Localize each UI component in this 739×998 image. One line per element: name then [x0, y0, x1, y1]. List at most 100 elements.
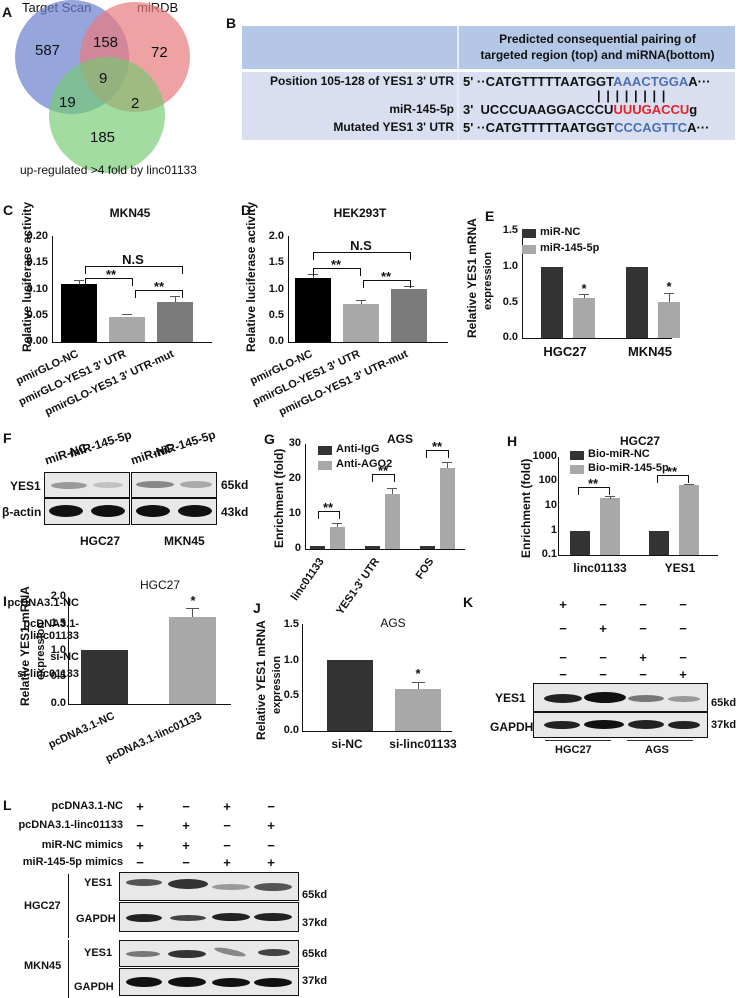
- chart-j-title: AGS: [380, 616, 406, 630]
- ytick: 0.5: [268, 309, 284, 321]
- chart-i-xaxis: [68, 704, 231, 705]
- chart-c-plot: N.S ** **: [53, 236, 213, 342]
- size-marker: 65kd: [711, 697, 737, 709]
- mark: −: [599, 667, 607, 682]
- sig-star: **: [431, 439, 443, 454]
- mark: −: [267, 799, 275, 814]
- legend-swatch-bio-nc: [570, 451, 584, 460]
- legend-swatch-bio-145: [570, 465, 584, 474]
- xlabel: FOS: [414, 556, 437, 582]
- ytick: 0.0: [268, 335, 284, 347]
- sequence-table-body: Position 105-128 of YES1 3' UTR 5' ··CAT…: [242, 72, 735, 140]
- mark: −: [223, 838, 231, 853]
- chart-c-title: MKN45: [109, 206, 151, 220]
- blot-row-label: YES1: [84, 947, 113, 959]
- mark: −: [679, 597, 687, 612]
- mark: −: [559, 650, 567, 665]
- sig-star: **: [153, 279, 165, 294]
- chart-e-plot: * *: [523, 231, 680, 338]
- chart-e-ylabel-1: Relative YES1 mRNA: [465, 218, 479, 338]
- ytick: 0.5: [50, 670, 66, 682]
- mark: +: [267, 855, 275, 870]
- bar-pcdna-linc: [169, 617, 216, 704]
- bar: [600, 498, 620, 555]
- sig-ns: N.S: [122, 252, 144, 267]
- mark: +: [559, 597, 567, 612]
- chart-j-ylabel-1: Relative YES1 mRNA: [254, 620, 268, 740]
- bar: [570, 531, 590, 555]
- ytick: 2.0: [268, 230, 284, 242]
- chart-j-plot: *: [303, 624, 453, 731]
- xlabel: YES1: [664, 561, 696, 575]
- condition-label: pcDNA3.1-NC: [7, 597, 79, 609]
- panel-label-f: F: [3, 430, 12, 446]
- bar-si-linc: [395, 689, 441, 731]
- ytick: 0.00: [26, 335, 48, 347]
- chart-c-yaxis: [52, 236, 53, 342]
- lane-label: miR-145-5p: [67, 427, 134, 461]
- bar-mkn45-mir-nc: [626, 267, 648, 338]
- sig-star: *: [666, 279, 672, 294]
- chart-j-xaxis: [302, 731, 452, 732]
- ytick: 0.0: [502, 331, 518, 343]
- legend-swatch-mir-145: [522, 245, 536, 254]
- xlabel: MKN45: [627, 344, 673, 359]
- size-marker: 37kd: [711, 719, 737, 731]
- mark: −: [136, 818, 144, 833]
- chart-h-title: HGC27: [619, 434, 660, 448]
- venn-value-mirdb-up: 2: [131, 95, 140, 112]
- bar-hgc27-mir-145: [573, 298, 595, 338]
- blot-f-actin-mkn45: [131, 498, 217, 525]
- mark: +: [679, 667, 687, 682]
- bar: [679, 485, 699, 555]
- mark: −: [679, 621, 687, 636]
- panel-label-b: B: [226, 15, 237, 31]
- ytick: 1.0: [283, 654, 299, 666]
- chart-e-yaxis: [522, 231, 523, 338]
- group-label: MKN45: [164, 534, 205, 548]
- bar-pmirglo-nc: [295, 278, 331, 342]
- blot-l-mkn45-gapdh: [119, 968, 299, 996]
- blot-f-yes1-hgc27: [44, 472, 130, 498]
- legend-swatch-igg: [318, 446, 332, 455]
- bar: [420, 546, 435, 549]
- ytick: 1.0: [502, 260, 518, 272]
- venn-value-ts-only: 587: [35, 42, 61, 59]
- ytick: 0.1: [541, 548, 557, 560]
- venn-label-upregulated: up-regulated >4 fold by linc01133: [20, 163, 197, 177]
- sig-star: *: [190, 593, 196, 608]
- mark: −: [599, 650, 607, 665]
- blot-l-mkn45-yes1: [119, 940, 299, 967]
- ytick: 1.5: [268, 256, 284, 268]
- sig-star: **: [105, 267, 117, 282]
- xlabel: linc01133: [573, 561, 627, 575]
- venn-diagram: [15, 0, 190, 173]
- sig-star: **: [380, 269, 392, 284]
- chart-i-yaxis: [68, 597, 69, 704]
- chart-g-title: AGS: [386, 432, 413, 446]
- sequence-wildtype: 5' ··CATGTTTTTAATGGTAAACTGGAA···: [463, 74, 711, 89]
- legend-label: Bio-miR-NC: [588, 448, 650, 460]
- legend-label: Anti-IgG: [336, 443, 380, 455]
- venn-value-up-only: 185: [90, 129, 116, 146]
- panel-label-k: K: [463, 594, 474, 610]
- mark: −: [182, 799, 190, 814]
- size-marker: 43kd: [221, 505, 249, 519]
- chart-d-ylabel: Relative luciferase activity: [244, 201, 258, 352]
- mark: +: [267, 818, 275, 833]
- ytick: 0.05: [26, 309, 48, 321]
- blot-f-actin-hgc27: [44, 498, 130, 525]
- venn-value-all: 9: [99, 70, 108, 87]
- panel-label-j: J: [253, 600, 261, 616]
- venn-value-ts-mirdb: 158: [93, 34, 119, 51]
- ytick: 30: [288, 437, 301, 449]
- group-label: AGS: [645, 744, 669, 756]
- mark: +: [223, 799, 231, 814]
- mark: +: [182, 818, 190, 833]
- legend-label: miR-NC: [540, 226, 581, 238]
- mark: +: [182, 838, 190, 853]
- blot-row-label: GAPDH: [74, 981, 114, 993]
- bar: [310, 546, 325, 549]
- chart-d-title: HEK293T: [333, 206, 387, 220]
- condition-label: si-linc01133: [17, 668, 79, 680]
